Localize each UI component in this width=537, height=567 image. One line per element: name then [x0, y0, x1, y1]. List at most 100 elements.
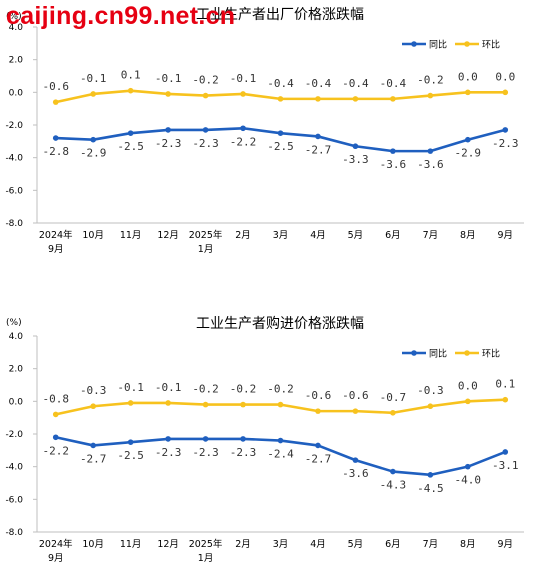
x-tick-label: 2月: [235, 230, 251, 241]
data-point: [202, 436, 209, 442]
y-tick-label: -2.0: [5, 430, 23, 440]
data-label: -0.8: [42, 392, 69, 405]
data-point: [277, 96, 284, 102]
y-tick-label: -4.0: [5, 154, 23, 164]
data-label: -0.1: [80, 72, 107, 85]
y-tick-label: 4.0: [9, 23, 24, 33]
x-tick-label: 9月: [497, 539, 513, 550]
legend-label: 同比: [429, 348, 447, 360]
y-tick-label: 0.0: [9, 397, 24, 407]
y-tick-label: 2.0: [9, 56, 24, 66]
x-tick-label: 2025年: [189, 538, 223, 550]
y-tick-label: 2.0: [9, 365, 24, 375]
x-tick-label: 9月: [48, 244, 64, 255]
data-label: -2.8: [42, 145, 69, 158]
data-label: -0.6: [305, 389, 332, 402]
data-point: [390, 96, 396, 102]
data-point: [52, 135, 59, 141]
data-point: [202, 401, 209, 408]
data-point: [202, 127, 209, 133]
x-tick-label: 5月: [348, 230, 364, 241]
data-label: -0.1: [155, 381, 182, 394]
data-label: -0.4: [305, 77, 332, 90]
x-tick-label: 7月: [423, 230, 439, 241]
x-tick-label: 11月: [120, 539, 142, 550]
data-label: -2.9: [80, 147, 107, 160]
data-point: [502, 449, 509, 455]
data-point: [127, 87, 134, 94]
x-tick-label: 10月: [82, 230, 104, 241]
x-tick-label: 12月: [157, 230, 179, 241]
data-label: -3.3: [342, 153, 369, 166]
x-tick-label: 5月: [348, 539, 364, 550]
data-label: -0.3: [417, 384, 444, 397]
legend-marker: [464, 350, 470, 356]
data-point: [502, 89, 509, 96]
data-point: [465, 89, 471, 96]
legend-label: 环比: [482, 348, 500, 360]
data-point: [240, 436, 246, 442]
legend-marker: [411, 350, 417, 356]
data-label: -2.9: [455, 147, 482, 160]
y-tick-label: 4.0: [9, 332, 24, 342]
watermark-text: caijing.cn99.net.cn: [6, 2, 236, 30]
legend-label: 环比: [482, 39, 500, 51]
x-tick-label: 2024年: [39, 538, 73, 550]
data-label: -2.5: [117, 140, 144, 153]
data-label: -0.7: [380, 391, 407, 404]
data-point: [277, 401, 284, 408]
data-point: [127, 130, 134, 136]
data-label: -0.1: [230, 72, 257, 85]
x-tick-label: 9月: [48, 553, 64, 564]
data-label: -2.3: [155, 446, 182, 459]
data-label: -2.2: [230, 135, 257, 148]
x-tick-label: 12月: [157, 539, 179, 550]
data-label: -2.4: [267, 448, 294, 461]
y-tick-label: 0.0: [9, 88, 24, 98]
x-tick-label: 2025年: [189, 229, 223, 241]
data-label: -4.5: [417, 482, 444, 495]
data-point: [315, 133, 321, 140]
chart-title: 工业生产者出厂价格涨跌幅: [196, 7, 364, 23]
data-point: [427, 472, 434, 478]
data-point: [352, 96, 359, 102]
data-point: [127, 400, 134, 406]
data-point: [240, 91, 246, 97]
data-label: -2.3: [192, 137, 219, 150]
data-label: -2.7: [80, 452, 107, 465]
data-label: -2.3: [230, 446, 257, 459]
data-label: -0.2: [417, 74, 444, 87]
legend-label: 同比: [429, 39, 447, 51]
data-point: [502, 127, 509, 133]
ppi-output-chart: 工业生产者出厂价格涨跌幅 (%)4.0 2.0 0.0 -2.0 -4.0 -6.0 -8.0…: [5, 7, 524, 255]
x-tick-label: 8月: [460, 230, 476, 241]
data-point: [90, 91, 96, 97]
data-point: [352, 408, 359, 414]
y-tick-label: -8.0: [5, 528, 23, 538]
data-point: [427, 148, 434, 154]
x-tick-label: 4月: [310, 539, 326, 550]
data-point: [165, 91, 171, 97]
data-point: [277, 437, 284, 444]
legend-marker: [411, 41, 417, 47]
data-label: -2.3: [192, 446, 219, 459]
data-label: -4.3: [380, 479, 407, 492]
data-label: -2.2: [42, 444, 69, 457]
data-point: [165, 127, 171, 133]
x-tick-label: 2024年: [39, 229, 73, 241]
chart-title: 工业生产者购进价格涨跌幅: [196, 316, 364, 332]
data-point: [90, 136, 96, 143]
data-point: [202, 92, 209, 99]
data-label: -0.1: [117, 381, 144, 394]
data-label: -0.1: [155, 72, 182, 85]
data-point: [90, 442, 96, 449]
data-point: [427, 403, 434, 410]
data-label: -0.2: [192, 74, 219, 87]
data-label: 0.0: [495, 70, 515, 83]
x-tick-label: 8月: [460, 539, 476, 550]
x-tick-label: 6月: [385, 230, 401, 241]
x-tick-label: 11月: [120, 230, 142, 241]
ppi-input-chart: 工业生产者购进价格涨跌幅 (%) 4.0 2.0 0.0 -2.0 -4.0 -6.0 -8.0…: [5, 316, 524, 564]
data-point: [427, 92, 434, 99]
data-label: -0.6: [42, 80, 69, 93]
